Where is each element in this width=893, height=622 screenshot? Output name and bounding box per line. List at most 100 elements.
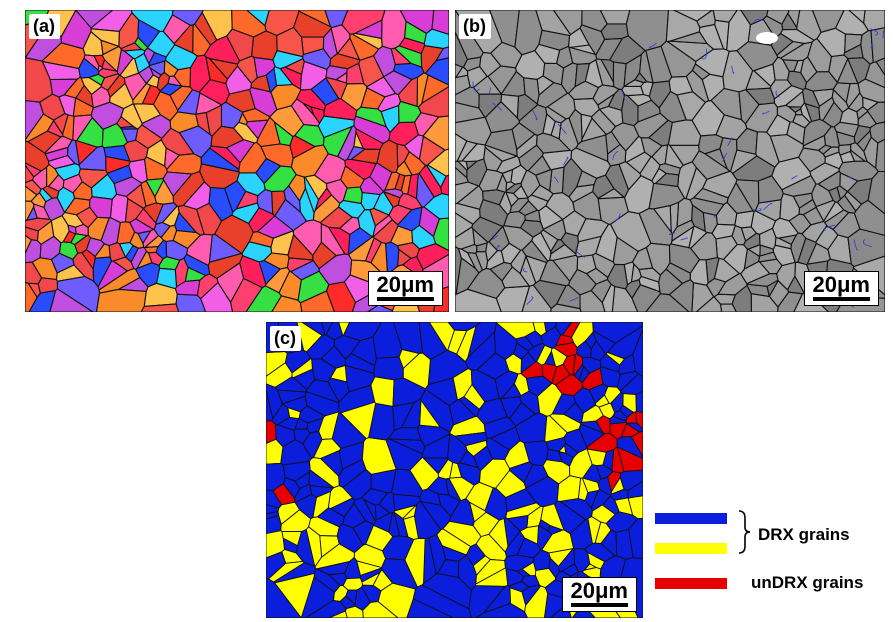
grain xyxy=(241,108,271,123)
low-angle-boundary xyxy=(762,110,770,115)
grain xyxy=(37,277,59,294)
grain xyxy=(525,375,553,397)
low-angle-boundary xyxy=(492,102,502,111)
grain xyxy=(376,139,399,173)
grain xyxy=(546,92,576,120)
grain xyxy=(402,352,431,390)
grain xyxy=(423,28,449,49)
grain xyxy=(740,10,769,26)
grain xyxy=(123,72,147,101)
grain xyxy=(848,10,866,24)
grain xyxy=(456,325,477,363)
legend-brace-icon xyxy=(738,510,751,554)
grain xyxy=(441,545,467,562)
grain xyxy=(53,112,69,135)
grain xyxy=(594,394,610,408)
low-angle-boundary xyxy=(853,239,858,251)
grain xyxy=(397,76,419,107)
grain xyxy=(778,234,797,245)
grain xyxy=(172,170,205,208)
grain xyxy=(233,121,259,144)
grain xyxy=(597,93,615,110)
low-angle-boundary xyxy=(668,232,676,235)
grain xyxy=(365,524,394,552)
grain xyxy=(519,525,539,545)
low-angle-boundary xyxy=(553,176,559,183)
grain xyxy=(271,295,303,312)
grain xyxy=(230,277,263,312)
grain xyxy=(609,415,627,425)
grain xyxy=(472,228,489,247)
grain xyxy=(850,142,868,162)
grain xyxy=(479,52,502,77)
grain xyxy=(807,38,832,73)
grain xyxy=(140,180,157,207)
grain xyxy=(844,190,862,212)
grain xyxy=(771,156,812,191)
grain xyxy=(701,73,725,102)
grain xyxy=(393,504,417,519)
grain xyxy=(50,215,70,244)
grain xyxy=(455,202,481,225)
grain xyxy=(108,242,126,262)
grain xyxy=(85,237,105,257)
grain xyxy=(475,602,528,618)
low-angle-boundary xyxy=(569,297,579,302)
grain xyxy=(717,272,748,296)
grain xyxy=(545,192,576,220)
grain xyxy=(447,433,468,465)
grain xyxy=(338,322,351,336)
grain xyxy=(428,322,455,351)
grain xyxy=(623,79,645,87)
grain xyxy=(341,10,386,35)
grain xyxy=(314,543,355,570)
panel-a-label: (a) xyxy=(29,14,60,39)
legend-label-drx: DRX grains xyxy=(758,525,850,544)
grain xyxy=(266,489,282,509)
low-angle-boundary xyxy=(775,90,780,98)
grain xyxy=(800,102,813,123)
panel-a-scalebar-bar xyxy=(376,297,434,301)
grain xyxy=(772,56,790,81)
grain xyxy=(630,263,642,283)
low-angle-boundary xyxy=(763,202,773,211)
grain xyxy=(469,501,487,523)
grain xyxy=(511,122,536,150)
panel-a-scalebar: 20μm xyxy=(367,271,443,306)
grain xyxy=(292,219,322,256)
grain xyxy=(509,461,534,484)
grain xyxy=(744,102,778,133)
grain xyxy=(340,165,365,189)
grain xyxy=(452,368,473,401)
grain xyxy=(549,244,577,261)
grain xyxy=(294,493,317,520)
grain xyxy=(609,488,629,501)
grain xyxy=(362,601,399,618)
low-angle-boundary xyxy=(526,296,534,305)
grain xyxy=(145,139,167,167)
grain xyxy=(779,193,800,222)
grain xyxy=(576,170,598,188)
low-angle-boundary xyxy=(492,234,499,240)
grain xyxy=(731,284,752,312)
grain xyxy=(320,223,346,257)
grain xyxy=(536,344,553,366)
grain xyxy=(562,210,587,237)
grain xyxy=(514,10,543,56)
grain-boundary-map xyxy=(455,10,885,312)
grain xyxy=(25,226,39,242)
grain xyxy=(584,490,599,509)
grain xyxy=(521,561,537,577)
grain xyxy=(265,267,291,294)
grain xyxy=(147,251,164,266)
grain xyxy=(520,169,541,199)
grain xyxy=(295,529,316,567)
grain xyxy=(148,52,167,67)
low-angle-boundary xyxy=(870,45,874,48)
grain xyxy=(306,417,324,434)
grain xyxy=(302,430,323,459)
panel-b-label: (b) xyxy=(459,14,491,39)
grain xyxy=(160,224,178,243)
grain xyxy=(287,234,314,261)
grain xyxy=(116,49,134,76)
